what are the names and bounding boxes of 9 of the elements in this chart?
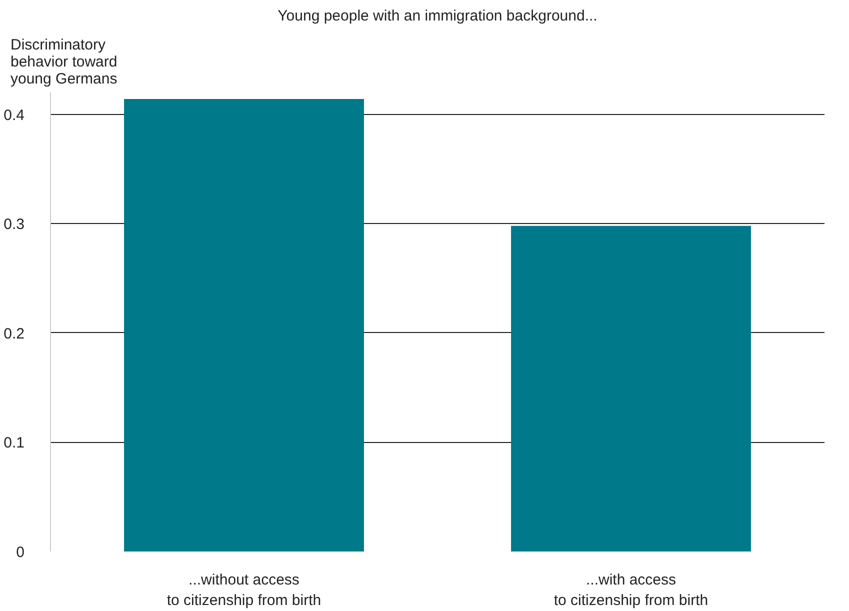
y-tick-label: 0 <box>16 544 24 561</box>
x-tick-label: ...with access to citizenship from birth <box>554 572 708 609</box>
y-tick-label: 0.4 <box>4 106 25 124</box>
y-tick-label: 0.1 <box>4 434 25 452</box>
y-axis-title: Discriminatory behavior toward young Germans <box>10 36 118 88</box>
y-tick-label: 0.2 <box>4 325 25 342</box>
y-tick-label: 0.3 <box>4 216 25 234</box>
chart-title: Young people with an immigration background... <box>278 8 598 24</box>
x-tick-label: ...without access to citizenship from birth <box>166 572 322 609</box>
